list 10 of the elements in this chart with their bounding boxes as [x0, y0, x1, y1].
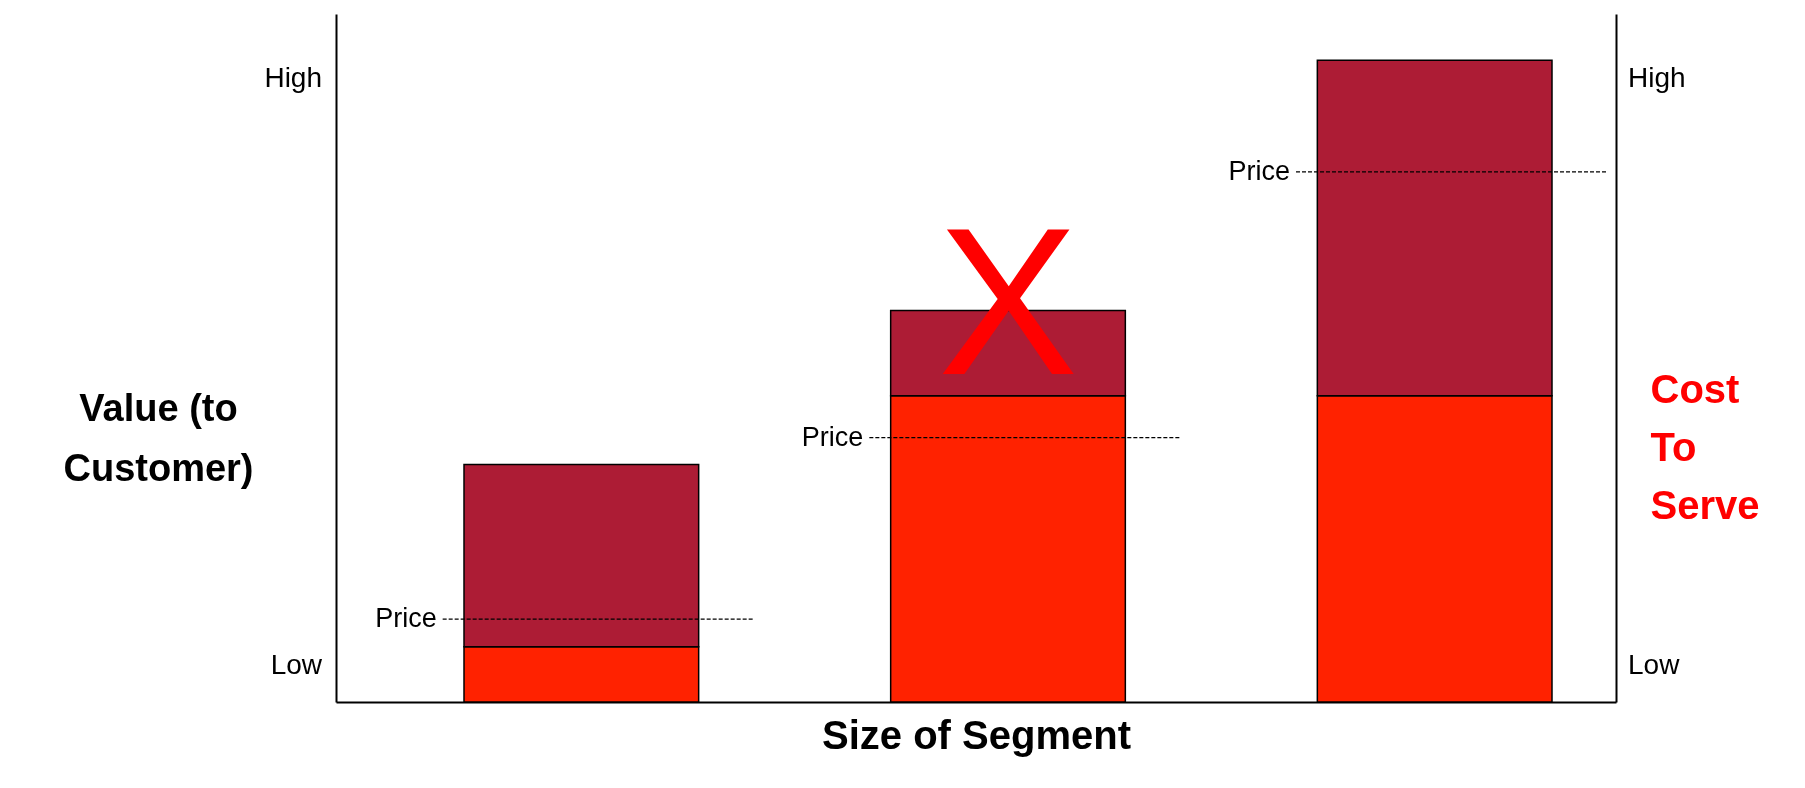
text: Low	[1628, 649, 1681, 680]
ref-line-label: Price	[801, 421, 864, 452]
text: High	[1628, 62, 1686, 93]
y-axis-title: Value (to Customer)	[63, 386, 254, 489]
ref-line-label: Price	[1228, 155, 1290, 186]
ref-line-label: Price	[375, 603, 437, 634]
text: High	[264, 62, 322, 93]
y2-axis-title: Cost To Serve	[1650, 366, 1760, 527]
x-axis-title: Size of Segment	[822, 712, 1131, 757]
text: Low	[270, 649, 323, 680]
